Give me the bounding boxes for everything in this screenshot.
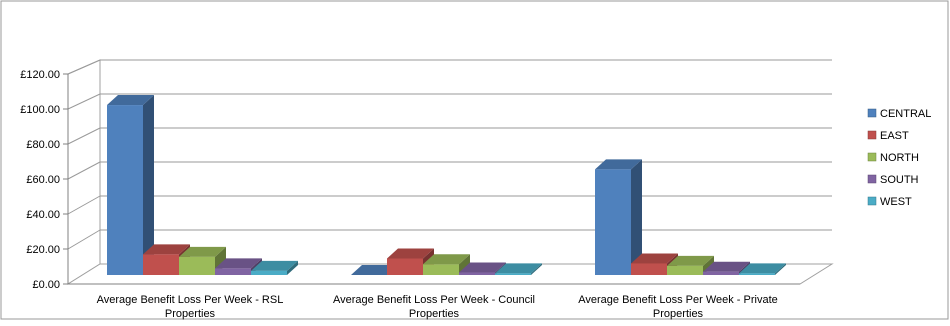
category-label-line: Average Benefit Loss Per Week - Private [578, 294, 778, 306]
y-tick-label: £100.00 [20, 104, 60, 116]
bar-front [495, 273, 531, 275]
bar-top [251, 260, 298, 271]
bar-front [631, 263, 667, 275]
bar-central [351, 265, 398, 275]
side-wall [67, 59, 101, 285]
gridline-side [67, 161, 101, 180]
category-label: Average Benefit Loss Per Week - Private P… [578, 294, 778, 320]
y-tick-label: £0.00 [32, 279, 60, 291]
category-label-line: Properties [165, 308, 216, 320]
category-label: Average Benefit Loss Per Week - Council P… [333, 294, 535, 320]
gridline-side [67, 59, 101, 75]
y-tick-label: £40.00 [26, 209, 60, 221]
bar-north [423, 254, 470, 275]
category-label-line: Average Benefit Loss Per Week - RSL [97, 294, 284, 306]
y-tick-label: £80.00 [26, 139, 60, 151]
legend-swatch-west [867, 196, 877, 206]
bar-front [215, 268, 251, 275]
legend-swatch-south [867, 174, 877, 184]
bar-top [143, 244, 190, 255]
legend-label-central: CENTRAL [880, 108, 931, 120]
gridlines [67, 59, 832, 250]
bar-side [143, 95, 154, 275]
bar-top [215, 258, 262, 269]
bar-front [251, 270, 287, 275]
bar-front [423, 264, 459, 275]
category-label-line: Average Benefit Loss Per Week - Council [333, 294, 535, 306]
bar-central [107, 95, 154, 275]
y-tick-label: £20.00 [26, 244, 60, 256]
category-label-line: Properties [409, 308, 460, 320]
bar-front [387, 258, 423, 275]
category-label-line: Properties [653, 308, 704, 320]
category-label: Average Benefit Loss Per Week - RSL Prope… [97, 294, 284, 320]
bar-front [739, 273, 775, 275]
gridline-side [67, 229, 101, 250]
bar-top [595, 159, 642, 170]
bar-central [595, 159, 642, 275]
bar-top [631, 253, 678, 264]
bar-top [739, 263, 786, 274]
bar-top [179, 246, 226, 257]
bar-side [531, 263, 542, 275]
y-axis: £0.00 £20.00 £40.00 £60.00 £80.00 £100.00 £120… [20, 69, 69, 291]
bar-front [107, 105, 143, 275]
bar-west [739, 263, 786, 275]
bar-front [143, 254, 179, 275]
bar-front [667, 265, 703, 275]
bar-front [179, 256, 215, 275]
gridline-side [67, 195, 101, 215]
bar-top [351, 265, 398, 275]
gridline-side [67, 127, 101, 145]
bar-top [667, 255, 714, 266]
bar-top [703, 261, 750, 272]
gridline-side [67, 93, 101, 110]
bar-top [423, 254, 470, 265]
bar-front [595, 169, 631, 275]
bar-west [251, 260, 298, 275]
legend: CENTRAL EAST NORTH SOUTH WEST [867, 108, 931, 208]
bars [107, 95, 786, 275]
legend-label-south: SOUTH [880, 174, 919, 186]
bar-side [631, 159, 642, 275]
y-tick-label: £120.00 [20, 69, 60, 81]
bar-side [287, 260, 298, 275]
legend-swatch-central [867, 108, 877, 118]
x-axis: Average Benefit Loss Per Week - RSL Prope… [68, 283, 800, 320]
y-tick-label: £60.00 [26, 174, 60, 186]
bar-side [459, 254, 470, 275]
bar-front [459, 272, 495, 275]
legend-label-east: EAST [880, 130, 909, 142]
bar-top [459, 262, 506, 273]
legend-swatch-east [867, 130, 877, 140]
bar-side [775, 263, 786, 275]
bar-top [107, 95, 154, 106]
legend-label-west: WEST [880, 196, 912, 208]
bar-top [495, 263, 542, 274]
legend-swatch-north [867, 152, 877, 162]
bar-west [495, 263, 542, 275]
legend-label-north: NORTH [880, 152, 919, 164]
bar-front [703, 271, 739, 275]
bar-top [387, 248, 434, 259]
